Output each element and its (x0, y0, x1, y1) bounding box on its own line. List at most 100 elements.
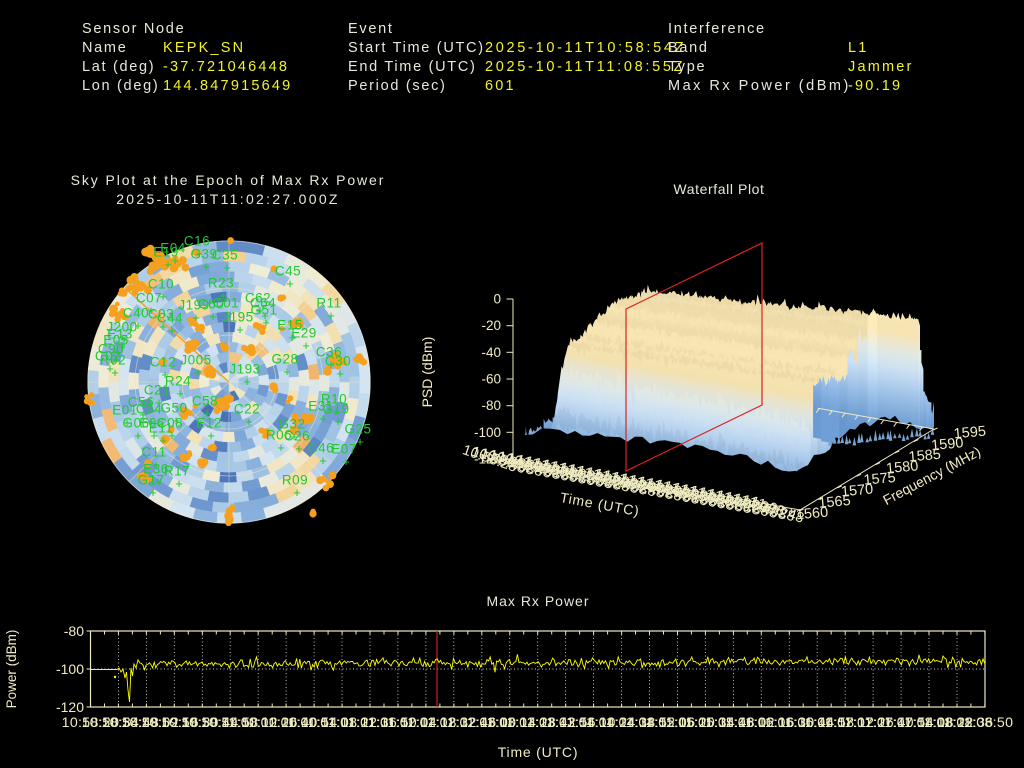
svg-text:J005: J005 (180, 353, 211, 368)
svg-text:1595: 1595 (953, 424, 987, 443)
svg-text:11:06:02: 11:06:02 (718, 715, 775, 731)
svg-text:+: + (207, 428, 215, 443)
svg-text:Max Rx Power: Max Rx Power (486, 593, 589, 609)
svg-text:+: + (175, 476, 183, 491)
svg-text:1590: 1590 (931, 435, 965, 454)
svg-text:E05: E05 (103, 333, 129, 348)
svg-text:+: + (134, 318, 142, 333)
svg-text:R23: R23 (208, 276, 234, 291)
svg-text:11:01:08: 11:01:08 (301, 715, 358, 731)
svg-text:G32: G32 (278, 417, 305, 432)
svg-text:11:07:12: 11:07:12 (818, 715, 875, 731)
svg-text:10:58:34: 10:58:34 (82, 715, 140, 731)
svg-text:Lat (deg): Lat (deg) (82, 59, 155, 75)
svg-text:End Time (UTC): End Time (UTC) (348, 59, 477, 75)
svg-text:J199: J199 (178, 298, 209, 313)
svg-text:C62: C62 (245, 291, 271, 306)
svg-text:+: + (243, 374, 251, 389)
svg-text:+: + (319, 453, 327, 468)
svg-text:10:58:20: 10:58:20 (62, 715, 120, 731)
svg-text:-40: -40 (481, 345, 501, 360)
svg-text:E01: E01 (112, 403, 138, 418)
svg-text:11:07:40: 11:07:40 (857, 715, 914, 731)
svg-text:-20: -20 (481, 318, 501, 333)
svg-text:11:00:40: 11:00:40 (261, 715, 318, 731)
svg-text:+: + (302, 338, 310, 353)
svg-text:G51: G51 (250, 303, 277, 318)
svg-text:G50: G50 (160, 401, 187, 416)
svg-text:+: + (106, 361, 114, 376)
svg-text:E36: E36 (143, 462, 169, 477)
svg-text:G19: G19 (322, 402, 349, 417)
svg-text:J200: J200 (106, 320, 137, 335)
svg-text:+: + (150, 428, 158, 443)
svg-text:+: + (256, 303, 264, 318)
svg-text:R10: R10 (321, 392, 347, 407)
svg-text:+: + (164, 257, 172, 272)
svg-text:+: + (219, 288, 227, 303)
svg-text:11:02:32: 11:02:32 (420, 715, 477, 731)
svg-text:+: + (171, 253, 179, 268)
svg-text:11:06:58: 11:06:58 (798, 715, 855, 731)
svg-text:1575: 1575 (863, 470, 897, 489)
svg-text:R02: R02 (100, 353, 126, 368)
svg-text:Interference: Interference (668, 21, 766, 37)
svg-text:Waterfall Plot: Waterfall Plot (673, 181, 764, 197)
svg-text:11:00:12: 11:00:12 (221, 715, 278, 731)
svg-text:Type: Type (668, 59, 706, 75)
svg-text:11:03:56: 11:03:56 (539, 715, 596, 731)
svg-text:C36: C36 (316, 345, 342, 360)
svg-text:+: + (261, 308, 269, 323)
svg-text:-80: -80 (481, 398, 501, 413)
svg-text:11:02:46: 11:02:46 (440, 715, 497, 731)
svg-text:1580: 1580 (886, 458, 920, 477)
svg-text:-80: -80 (64, 623, 84, 639)
svg-text:Band: Band (668, 40, 709, 56)
svg-text:C45: C45 (275, 264, 301, 279)
svg-text:11:07:54: 11:07:54 (877, 715, 934, 731)
svg-text:10:59:44: 10:59:44 (181, 715, 239, 731)
svg-text:+: + (195, 246, 203, 261)
svg-text:11:08:50: 11:08:50 (957, 715, 1014, 731)
svg-text:C44: C44 (157, 311, 183, 326)
svg-text:+: + (147, 414, 155, 429)
svg-text:C16: C16 (184, 234, 210, 249)
svg-text:+: + (203, 406, 211, 421)
svg-text:10:58:48: 10:58:48 (101, 715, 159, 731)
svg-text:11:08:22: 11:08:22 (917, 715, 974, 731)
svg-text:11:03:00: 11:03:00 (460, 715, 517, 731)
svg-text:+: + (123, 415, 131, 430)
svg-text:Jammer: Jammer (848, 59, 914, 75)
svg-text:+: + (168, 323, 176, 338)
svg-text:11:03:42: 11:03:42 (519, 715, 576, 731)
svg-text:C35: C35 (212, 248, 238, 263)
svg-text:C12: C12 (150, 355, 176, 370)
svg-text:+: + (319, 411, 327, 426)
svg-text:+: + (139, 407, 147, 422)
svg-text:R24: R24 (165, 374, 191, 389)
svg-text:2025-10-11T11:08:55Z: 2025-10-11T11:08:55Z (485, 59, 685, 75)
svg-text:C02: C02 (95, 349, 121, 364)
svg-text:E15: E15 (277, 318, 303, 333)
svg-text:11:03:28: 11:03:28 (500, 715, 557, 731)
svg-text:11:01:50: 11:01:50 (360, 715, 417, 731)
svg-text:11:04:24: 11:04:24 (579, 715, 636, 731)
svg-text:C07: C07 (136, 291, 162, 306)
svg-text:11:02:18: 11:02:18 (400, 715, 457, 731)
svg-text:J195: J195 (222, 310, 253, 325)
svg-text:+: + (134, 428, 142, 443)
svg-text:Start Time (UTC): Start Time (UTC) (348, 40, 485, 56)
svg-text:+: + (327, 308, 335, 323)
svg-text:C56: C56 (128, 395, 154, 410)
svg-text:R06: R06 (266, 428, 292, 443)
svg-text:Power (dBm): Power (dBm) (4, 630, 19, 709)
svg-text:10:59:58: 10:59:58 (201, 715, 259, 731)
svg-text:11:05:20: 11:05:20 (659, 715, 716, 731)
svg-text:C54: C54 (136, 402, 162, 417)
svg-text:C21: C21 (144, 383, 170, 398)
svg-text:11:02:04: 11:02:04 (380, 715, 437, 731)
svg-text:1585: 1585 (908, 447, 942, 466)
svg-text:R11: R11 (316, 296, 341, 311)
svg-text:2025-10-11T11:02:27.000Z: 2025-10-11T11:02:27.000Z (116, 191, 340, 207)
svg-text:144.847915649: 144.847915649 (163, 78, 292, 94)
